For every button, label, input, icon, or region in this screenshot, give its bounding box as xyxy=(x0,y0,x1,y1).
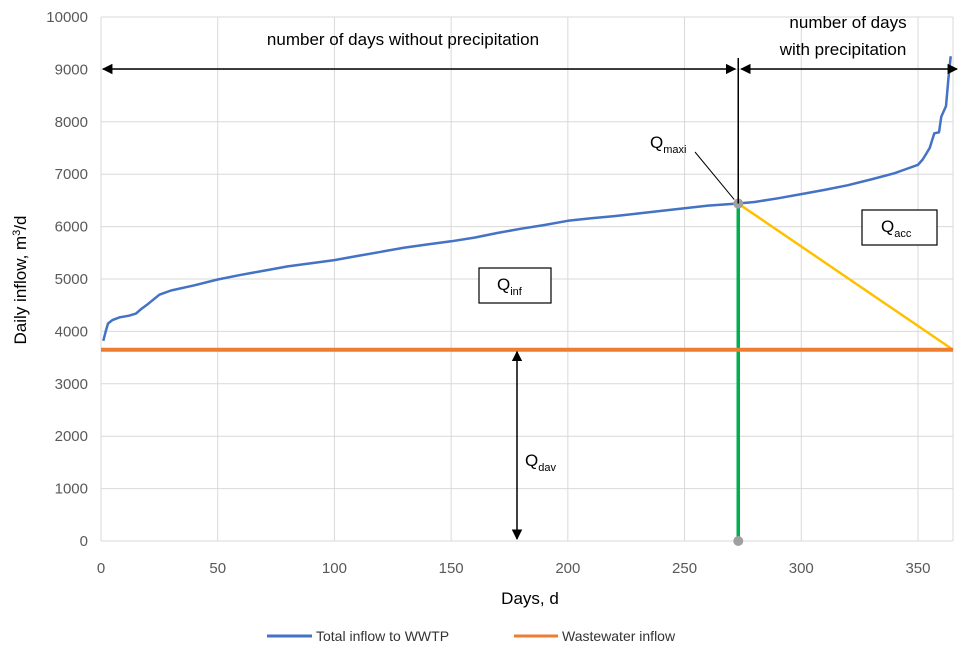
y-tick-label: 2000 xyxy=(55,428,88,445)
x-tick-label: 250 xyxy=(672,560,697,577)
y-tick-label: 1000 xyxy=(55,481,88,498)
y-tick-label: 5000 xyxy=(55,271,88,288)
x-axis-ticks: 0 50 100 150 200 250 300 350 xyxy=(97,560,931,577)
annotation-days-without-precipitation: number of days without precipitation xyxy=(267,30,539,49)
reference-lines xyxy=(736,202,954,541)
x-axis-title: Days, d xyxy=(501,589,559,608)
y-tick-label: 6000 xyxy=(55,219,88,236)
y-tick-label: 4000 xyxy=(55,323,88,340)
y-tick-label: 7000 xyxy=(55,166,88,183)
x-axis-point xyxy=(733,536,744,546)
x-tick-label: 150 xyxy=(439,560,464,577)
yellow-sloped-line xyxy=(737,202,954,351)
legend-label-wastewater-inflow: Wastewater inflow xyxy=(562,628,676,644)
label-q-maxi: Qmaxi xyxy=(650,133,686,156)
label-q-inf: Qinf xyxy=(497,275,523,298)
y-tick-label: 3000 xyxy=(55,376,88,393)
series-lines xyxy=(101,56,953,546)
legend: Total inflow to WWTP Wastewater inflow xyxy=(267,628,676,644)
annotation-arrows xyxy=(101,58,959,541)
q-maxi-leader xyxy=(694,151,735,200)
y-tick-label: 0 xyxy=(80,533,88,550)
y-axis-ticks: 0 1000 2000 3000 4000 5000 6000 7000 8000 9000 100… xyxy=(46,9,88,550)
y-axis-title: Daily inflow, m3/d xyxy=(11,216,30,345)
y-tick-label: 8000 xyxy=(55,114,88,131)
box-q-acc xyxy=(861,209,938,246)
x-tick-label: 300 xyxy=(789,560,814,577)
x-tick-label: 50 xyxy=(209,560,226,577)
y-tick-label: 9000 xyxy=(55,61,88,78)
x-tick-label: 100 xyxy=(322,560,347,577)
label-q-acc: Qacc xyxy=(881,217,912,240)
series-line-total-inflow xyxy=(102,56,952,342)
x-tick-label: 200 xyxy=(555,560,580,577)
annotation-days-with-precipitation-line1: number of days xyxy=(789,13,906,32)
legend-label-total-inflow: Total inflow to WWTP xyxy=(316,628,449,644)
x-tick-label: 0 xyxy=(97,560,105,577)
x-tick-label: 350 xyxy=(905,560,930,577)
y-tick-label: 10000 xyxy=(46,9,88,26)
annotation-days-with-precipitation-line2: with precipitation xyxy=(779,40,907,59)
box-q-inf xyxy=(478,267,552,304)
label-q-dav: Qdav xyxy=(525,451,556,474)
